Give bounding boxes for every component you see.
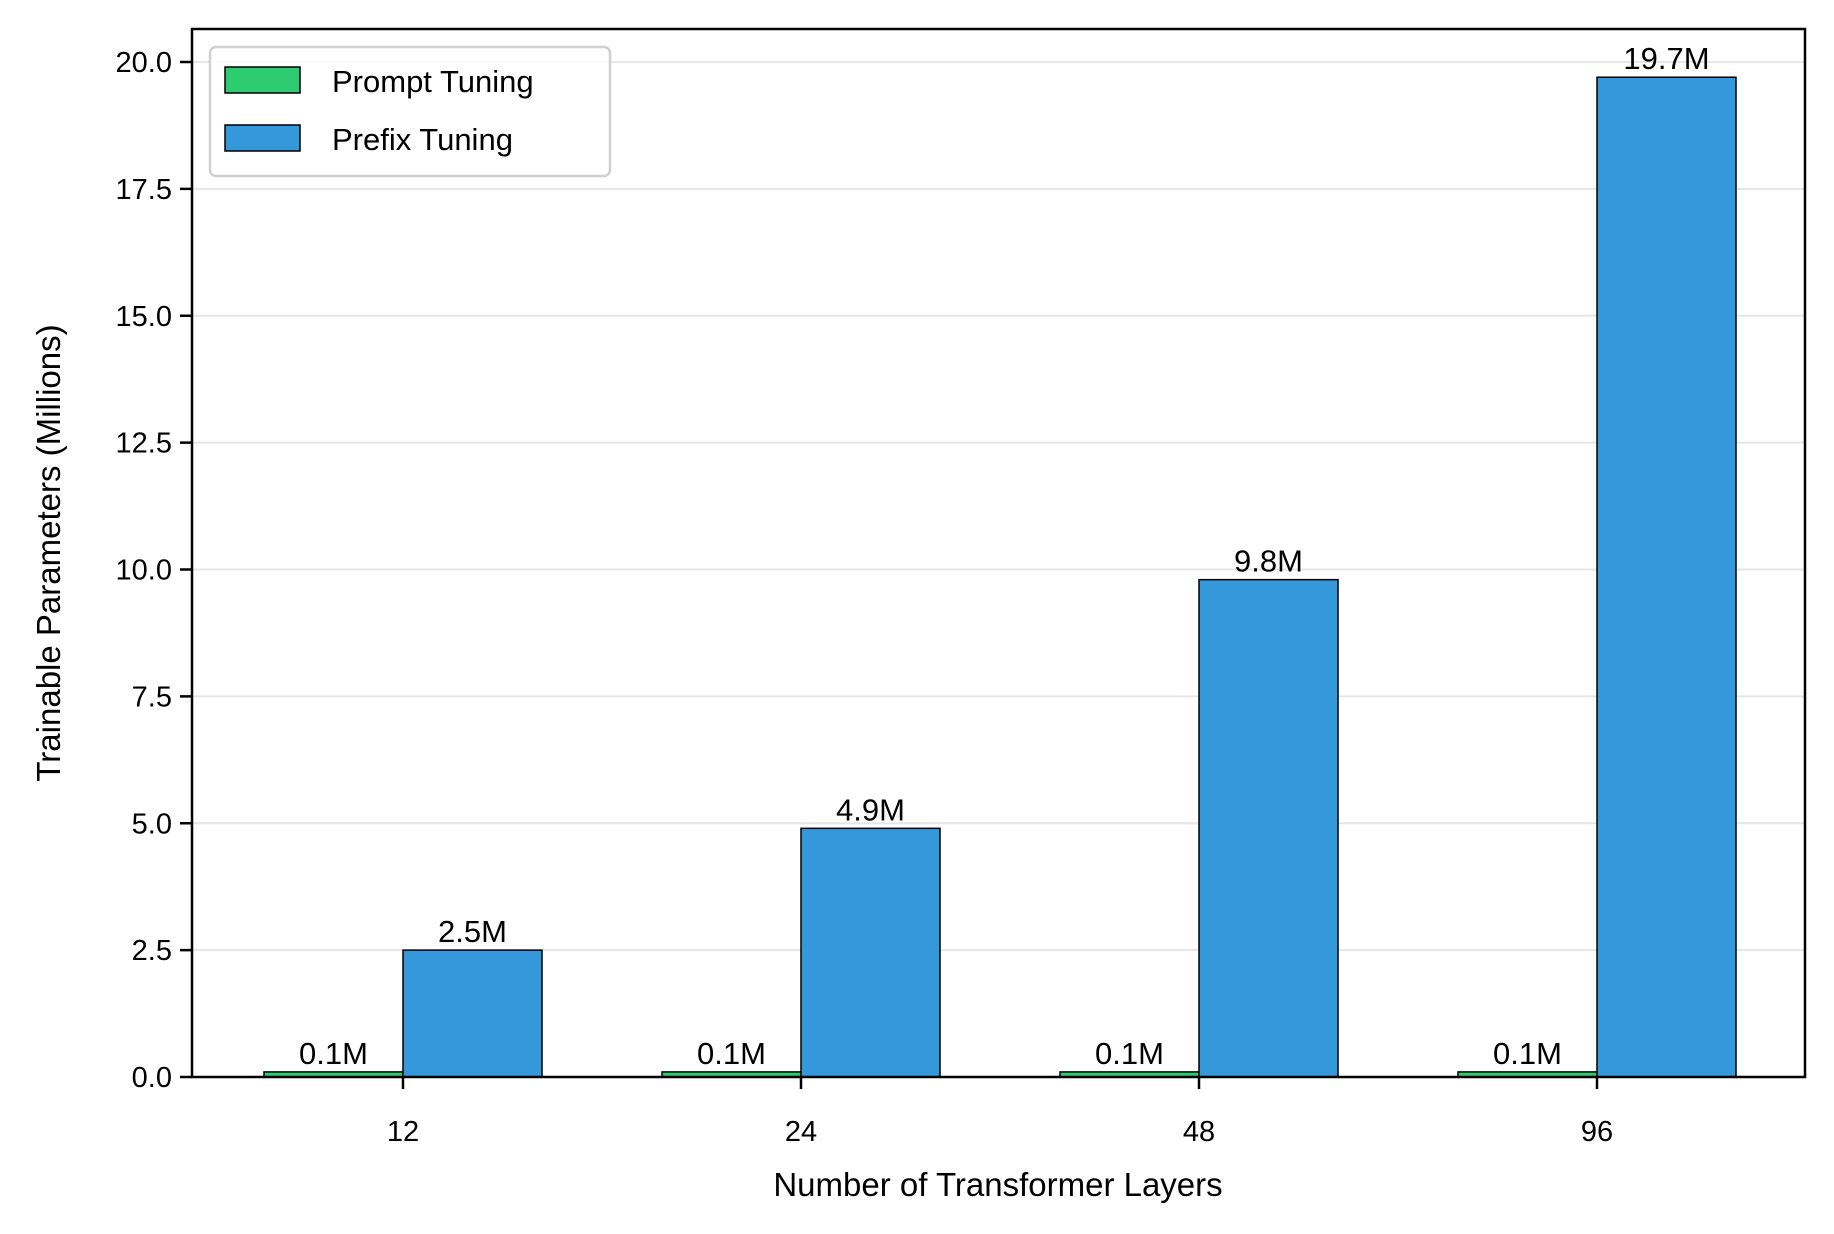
- legend-swatch-prefix-tuning: [224, 124, 301, 152]
- y-tick-label: 7.5: [132, 681, 172, 713]
- bar-value-label: 0.1M: [697, 1036, 766, 1071]
- bar-value-label: 0.1M: [1493, 1036, 1562, 1071]
- y-tick-label: 0.0: [132, 1062, 172, 1094]
- y-tick-label: 2.5: [132, 935, 172, 967]
- bar-prefix-tuning: [1198, 578, 1339, 1078]
- y-tick-label: 20.0: [116, 47, 172, 79]
- x-tick-label: 12: [387, 1116, 419, 1148]
- x-tick-label: 24: [785, 1116, 817, 1148]
- y-tick-label: 5.0: [132, 808, 172, 840]
- bar-prefix-tuning: [800, 827, 941, 1078]
- bar-value-label: 0.1M: [1095, 1036, 1164, 1071]
- x-tick-label: 48: [1183, 1116, 1215, 1148]
- bar-prefix-tuning: [1596, 76, 1737, 1078]
- bar-value-label: 0.1M: [299, 1036, 368, 1071]
- y-tick-label: 10.0: [116, 555, 172, 587]
- legend-swatch-prompt-tuning: [224, 66, 301, 94]
- bar-value-label: 2.5M: [438, 914, 507, 949]
- legend-box: [208, 45, 612, 178]
- y-tick-label: 12.5: [116, 428, 172, 460]
- y-axis-label: Trainable Parameters (Millions): [30, 324, 67, 781]
- y-axis-ticks: 0.0 2.5 5.0 7.5 10.0 12.5 15.0 17.5 20.0: [116, 47, 192, 1094]
- plot-frame: [190, 27, 1807, 1079]
- bar-value-label: 19.7M: [1623, 41, 1709, 76]
- bar-value-label: 9.8M: [1234, 544, 1303, 579]
- bar-value-label: 4.9M: [836, 792, 905, 827]
- x-axis-ticks: 12 24 48 96: [387, 1077, 1613, 1148]
- legend-label-prefix-tuning: Prefix Tuning: [332, 122, 513, 157]
- y-gridlines: [192, 61, 1805, 952]
- legend: Prompt Tuning Prefix Tuning: [208, 45, 612, 178]
- x-axis-label: Number of Transformer Layers: [773, 1166, 1222, 1203]
- bars: [263, 76, 1737, 1078]
- x-tick-label: 96: [1581, 1116, 1613, 1148]
- bar-prefix-tuning: [402, 949, 543, 1078]
- y-tick-label: 15.0: [116, 301, 172, 333]
- y-tick-label: 17.5: [116, 174, 172, 206]
- legend-label-prompt-tuning: Prompt Tuning: [332, 64, 534, 99]
- bar-value-labels: 0.1M 0.1M 0.1M 0.1M 2.5M 4.9M 9.8M 19.7M: [299, 41, 1710, 1071]
